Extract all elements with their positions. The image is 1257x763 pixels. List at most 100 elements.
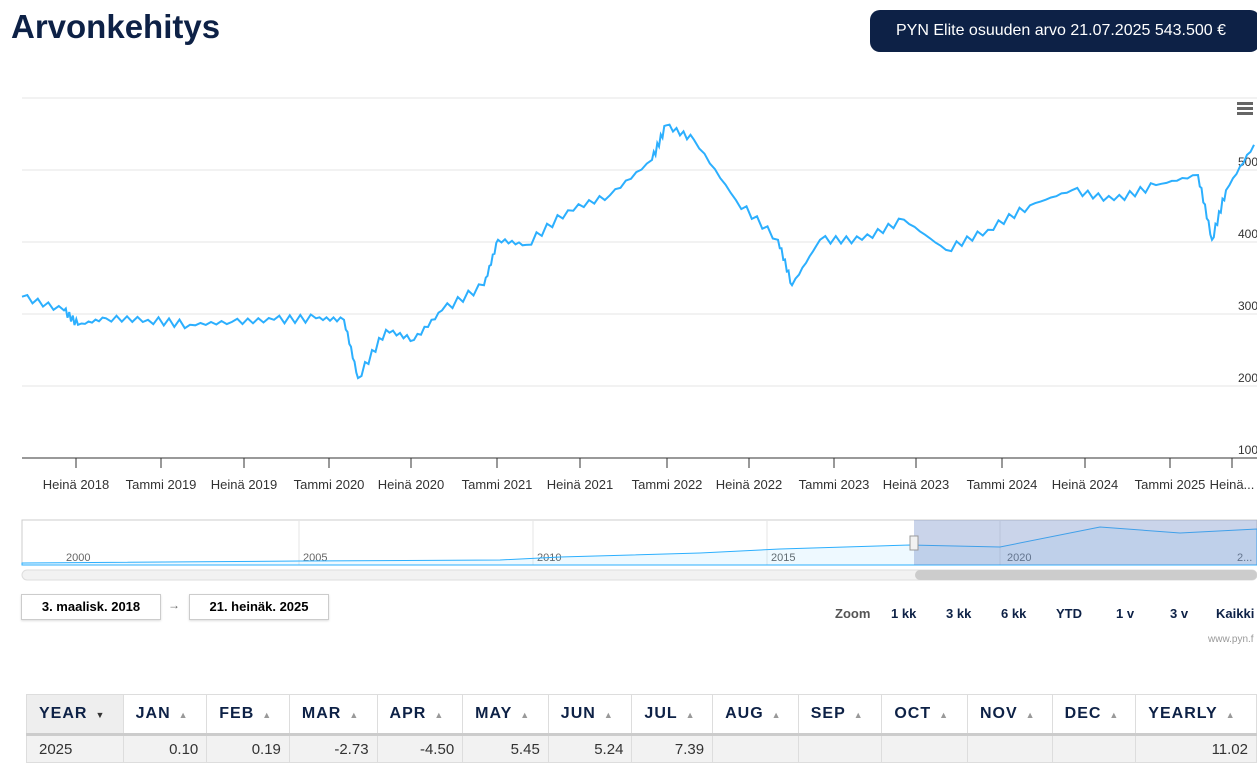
sort-icon: ▲ bbox=[771, 710, 782, 720]
navigator[interactable] bbox=[21, 519, 1257, 566]
x-tick-label: Heinä 2020 bbox=[378, 477, 445, 492]
sort-icon: ▲ bbox=[603, 710, 614, 720]
value-chart: 100 200 300 400 500 Heinä 2018 Tammi 2019 Heinä… bbox=[21, 97, 1257, 581]
y-tick-label: 200 bbox=[1238, 371, 1257, 385]
sort-icon: ▲ bbox=[178, 710, 189, 720]
navigator-tick-label: 2015 bbox=[771, 552, 795, 564]
table-cell: 2025 bbox=[26, 734, 124, 763]
table-cell: 11.02 bbox=[1135, 734, 1257, 763]
zoom-1v-button[interactable]: 1 v bbox=[1116, 606, 1135, 621]
chart-menu-icon[interactable] bbox=[1237, 102, 1253, 117]
table-cell: 5.45 bbox=[462, 734, 549, 763]
column-header-label: OCT bbox=[894, 705, 932, 722]
column-header-label: YEAR bbox=[39, 705, 88, 722]
column-header-jul[interactable]: JUL ▲ bbox=[631, 694, 714, 736]
table-cell bbox=[881, 734, 968, 763]
table-row: 2025 0.10 0.19 -2.73 -4.50 5.45 5.24 7.39 11.02 bbox=[26, 734, 1257, 763]
zoom-3v-button[interactable]: 3 v bbox=[1170, 606, 1189, 621]
x-tick-label: Tammi 2025 bbox=[1135, 477, 1206, 492]
y-tick-label: 500 bbox=[1238, 155, 1257, 169]
zoom-6kk-button[interactable]: 6 kk bbox=[1001, 606, 1027, 621]
range-to-input[interactable]: 21. heinäk. 2025 bbox=[189, 594, 329, 620]
zoom-ytd-button[interactable]: YTD bbox=[1056, 606, 1082, 621]
column-header-year[interactable]: YEAR ▼ bbox=[26, 694, 124, 736]
monthly-returns-table: YEAR ▼ JAN ▲ FEB ▲ MAR ▲ APR ▲ MAY ▲ JUN ▲ JUL ▲ AUG ▲ SEP… bbox=[26, 694, 1257, 763]
column-header-yearly[interactable]: YEARLY ▲ bbox=[1135, 694, 1257, 736]
table-cell: 0.19 bbox=[206, 734, 290, 763]
navigator-scrollbar-thumb[interactable] bbox=[915, 570, 1257, 580]
x-tick-label: Tammi 2023 bbox=[799, 477, 870, 492]
x-tick-label: Heinä 2019 bbox=[211, 477, 278, 492]
column-header-sep[interactable]: SEP ▲ bbox=[797, 694, 883, 736]
column-header-label: DEC bbox=[1064, 705, 1102, 722]
column-header-label: NOV bbox=[979, 705, 1018, 722]
column-header-jun[interactable]: JUN ▲ bbox=[547, 694, 633, 736]
y-tick-label: 300 bbox=[1238, 299, 1257, 313]
y-tick-label: 100 bbox=[1238, 443, 1257, 457]
column-header-mar[interactable]: MAR ▲ bbox=[288, 694, 378, 736]
column-header-aug[interactable]: AUG ▲ bbox=[712, 694, 799, 736]
sort-icon: ▲ bbox=[349, 710, 360, 720]
zoom-all-button[interactable]: Kaikki bbox=[1216, 606, 1255, 621]
table-cell: -4.50 bbox=[376, 734, 464, 763]
zoom-label: Zoom bbox=[835, 606, 871, 621]
table-cell: -2.73 bbox=[288, 734, 378, 763]
x-tick-label: Tammi 2024 bbox=[967, 477, 1038, 492]
zoom-3kk-button[interactable]: 3 kk bbox=[946, 606, 972, 621]
column-header-oct[interactable]: OCT ▲ bbox=[881, 694, 968, 736]
sort-icon: ▼ bbox=[95, 710, 106, 720]
zoom-1kk-button[interactable]: 1 kk bbox=[891, 606, 917, 621]
sort-icon: ▲ bbox=[939, 710, 950, 720]
x-tick-label: Tammi 2020 bbox=[294, 477, 365, 492]
navigator-series bbox=[21, 526, 1257, 566]
table-cell: 7.39 bbox=[631, 734, 714, 763]
value-series-line bbox=[21, 123, 1255, 380]
table-cell bbox=[712, 734, 799, 763]
x-tick-label: Tammi 2021 bbox=[462, 477, 533, 492]
table-cell bbox=[797, 734, 883, 763]
sort-icon: ▲ bbox=[685, 710, 696, 720]
x-tick-label: Heinä 2018 bbox=[43, 477, 110, 492]
table-cell bbox=[966, 734, 1053, 763]
column-header-label: YEARLY bbox=[1148, 705, 1218, 722]
column-header-label: MAY bbox=[475, 705, 513, 722]
column-header-nov[interactable]: NOV ▲ bbox=[966, 694, 1053, 736]
column-header-apr[interactable]: APR ▲ bbox=[376, 694, 464, 736]
column-header-may[interactable]: MAY ▲ bbox=[462, 694, 549, 736]
sort-icon: ▲ bbox=[1225, 710, 1236, 720]
column-header-dec[interactable]: DEC ▲ bbox=[1051, 694, 1137, 736]
navigator-tick-label: 2000 bbox=[66, 552, 90, 564]
column-header-label: SEP bbox=[810, 705, 846, 722]
column-header-feb[interactable]: FEB ▲ bbox=[206, 694, 290, 736]
column-header-label: AUG bbox=[725, 705, 764, 722]
range-arrow: → bbox=[168, 598, 180, 612]
column-header-label: FEB bbox=[219, 705, 255, 722]
sort-icon: ▲ bbox=[853, 710, 864, 720]
column-header-label: MAR bbox=[301, 705, 342, 722]
navigator-tick-label: 2... bbox=[1237, 552, 1252, 564]
column-header-label: JAN bbox=[135, 705, 171, 722]
x-tick-label: Heinä 2022 bbox=[716, 477, 783, 492]
x-tick-label: Heinä 2023 bbox=[883, 477, 950, 492]
navigator-tick-label: 2020 bbox=[1007, 552, 1031, 564]
navigator-selection[interactable] bbox=[914, 520, 1257, 565]
column-header-label: JUN bbox=[560, 705, 596, 722]
unit-value-badge: PYN Elite osuuden arvo 21.07.2025 543.50… bbox=[870, 10, 1257, 52]
column-header-label: JUL bbox=[644, 705, 678, 722]
sort-icon: ▲ bbox=[434, 710, 445, 720]
x-tick-label: Heinä 2024 bbox=[1052, 477, 1119, 492]
page-title: Arvonkehitys bbox=[11, 8, 221, 45]
sort-icon: ▲ bbox=[1025, 710, 1036, 720]
table-cell: 5.24 bbox=[547, 734, 633, 763]
sort-icon: ▲ bbox=[1109, 710, 1120, 720]
table-cell bbox=[1051, 734, 1137, 763]
x-tick-label: Heinä... bbox=[1210, 477, 1255, 492]
navigator-handle-left[interactable] bbox=[909, 535, 919, 551]
range-from-input[interactable]: 3. maalisk. 2018 bbox=[21, 594, 161, 620]
credit-link[interactable]: www.pyn.f bbox=[1208, 634, 1254, 645]
x-tick-label: Tammi 2019 bbox=[126, 477, 197, 492]
x-tick-label: Tammi 2022 bbox=[632, 477, 703, 492]
column-header-jan[interactable]: JAN ▲ bbox=[122, 694, 208, 736]
table-header-row: YEAR ▼ JAN ▲ FEB ▲ MAR ▲ APR ▲ MAY ▲ JUN ▲ JUL ▲ AUG ▲ SEP… bbox=[26, 694, 1257, 736]
y-tick-label: 400 bbox=[1238, 227, 1257, 241]
